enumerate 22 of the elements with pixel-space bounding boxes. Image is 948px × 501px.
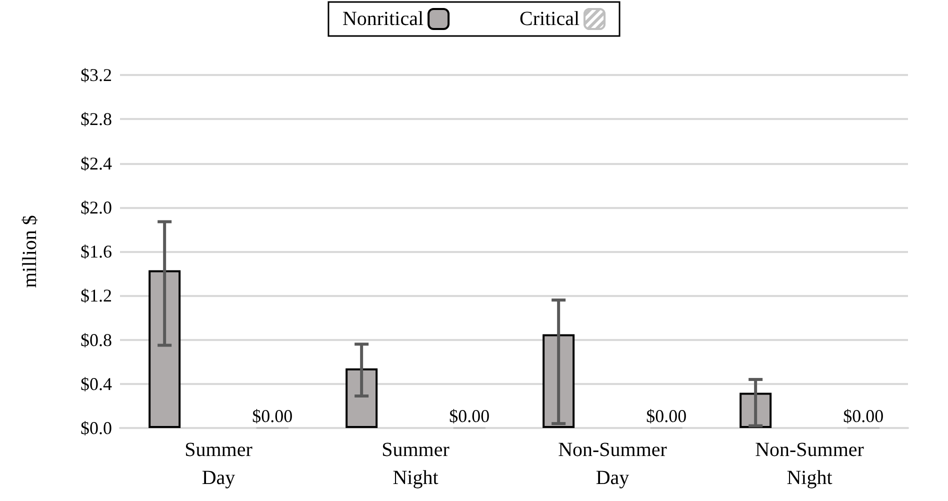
- bar: [346, 368, 378, 428]
- y-tick-label: $0.0: [80, 418, 112, 438]
- data-label: $0.00: [252, 406, 293, 426]
- legend-label: Nonritical: [342, 8, 424, 30]
- y-tick-label: $0.4: [80, 374, 112, 394]
- y-tick-label: $3.2: [80, 65, 112, 85]
- y-tick-label: $2.8: [80, 109, 112, 130]
- legend-label: Critical: [520, 8, 580, 30]
- y-tick-label: $1.2: [80, 286, 112, 306]
- data-label: $0.00: [646, 406, 687, 426]
- x-tick-label: Summer Day: [184, 439, 253, 489]
- data-label: $0.00: [843, 406, 884, 426]
- y-tick-label: $1.6: [80, 242, 112, 262]
- bar: [148, 270, 181, 428]
- y-tick-label: $0.8: [80, 330, 112, 350]
- y-tick-label: $2.4: [80, 153, 112, 174]
- x-tick-label: Non-Summer Night: [755, 439, 864, 489]
- y-tick-label: $2.0: [80, 197, 112, 218]
- data-label: $0.00: [449, 406, 490, 426]
- x-tick-label: Summer Night: [382, 439, 450, 489]
- y-axis-title: million $: [19, 215, 41, 288]
- x-tick-label: Non-Summer Day: [558, 439, 668, 489]
